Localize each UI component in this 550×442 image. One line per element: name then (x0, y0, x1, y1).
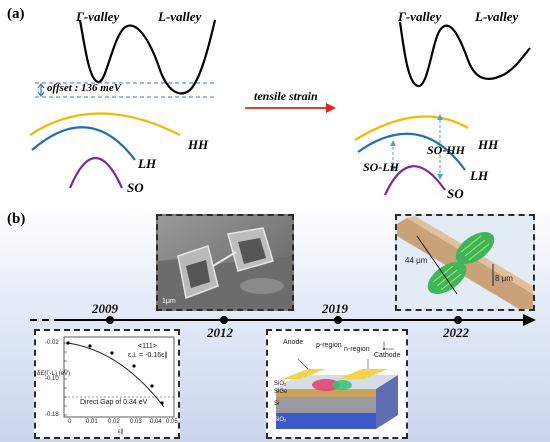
plot-x-tick-0: 0 (68, 419, 72, 425)
plot-y-tick-bottom: -0.18 (45, 412, 59, 418)
plot-annotation: <111> (138, 343, 157, 350)
bridge-inset-2022: 44 μm 8 μm (395, 214, 535, 311)
plot-x-tick-1: 0.01 (86, 419, 98, 425)
y-ticks (64, 342, 67, 416)
panel-b-label: (b) (7, 211, 26, 227)
plot-direct-gap-label: Direct Gap of 0.34 eV (80, 399, 148, 406)
plot-inset-2009: δE(Γ-L) (eV) <111> ε⊥ = -0.16ε∥ Direct G… (34, 329, 180, 439)
tensile-strain-label: tensile strain (254, 89, 318, 103)
right-l-valley-label: L-valley (475, 9, 519, 24)
right-so-curve (383, 165, 446, 196)
year-2019: 2019 (322, 301, 348, 316)
plot-x-tick-3: 0.03 (130, 419, 142, 425)
sem-scale-label: 1μm (162, 298, 176, 305)
plot-xlabel: ε∥ (118, 429, 124, 435)
device-si-label: Si (274, 401, 280, 407)
right-hh-label: HH (478, 137, 499, 152)
panel-a-label: (a) (7, 6, 25, 22)
left-lh-curve (31, 126, 136, 161)
delta-e-plot (63, 336, 175, 418)
sem-image (158, 216, 292, 309)
device-cathode-label: Cathode (374, 352, 401, 359)
tensile-strain-arrow (245, 103, 336, 113)
device-sige-label: SiGe (274, 389, 288, 395)
timeline-dot-2009 (106, 316, 114, 324)
year-2009: 2009 (92, 301, 118, 316)
bridge-width-label: 8 μm (495, 274, 513, 283)
timeline-dot-2012 (220, 316, 228, 324)
sem-inset-2012: 1μm (156, 214, 294, 311)
right-gamma-valley-label: Γ-valley (398, 9, 442, 24)
device-inset-2019: Anode p-region n-region Cathode SiO₂ SiG… (266, 329, 408, 439)
device-p-region-label: p-region (316, 342, 342, 349)
left-band-curves (29, 112, 181, 189)
year-2012: 2012 (207, 325, 233, 340)
plot-ylabel: δE(Γ-L) (eV) (37, 371, 70, 377)
plot-x-tick-5: 0.05 (166, 419, 178, 425)
plot-x-tick-4: 0.04 (150, 419, 162, 425)
left-so-curve (68, 157, 124, 189)
bridge-length-label: 44 μm (405, 256, 428, 265)
year-2022: 2022 (443, 325, 469, 340)
timeline-dot-2019 (334, 316, 342, 324)
left-l-valley-label: L-valley (158, 9, 202, 24)
delta-e-curve (67, 342, 165, 408)
so-hh-label: SO-HH (427, 143, 466, 157)
right-hh-curve (354, 115, 469, 141)
device-n-region-label: n-region (344, 346, 370, 353)
plot-relation: ε⊥ = -0.16ε∥ (128, 352, 168, 359)
device-sio2-top-label: SiO₂ (274, 381, 287, 387)
right-lh-label: LH (470, 168, 489, 183)
so-lh-label: SO-LH (363, 160, 399, 174)
right-lh-curve (357, 132, 466, 171)
right-valley-curve (398, 21, 531, 88)
device-sio2-bottom-label: SiO₂ (274, 417, 287, 423)
offset-lines (35, 82, 215, 98)
plot-y-tick-mid: -0.10 (45, 376, 59, 382)
device-image (268, 331, 406, 437)
left-hh-label: HH (188, 137, 209, 152)
plot-y-tick-top: -0.02 (45, 340, 59, 346)
timeline-dot-2022 (454, 316, 462, 324)
left-gamma-valley-label: Γ-valley (76, 9, 120, 24)
left-hh-curve (29, 112, 181, 136)
offset-label: offset : 136 meV (47, 82, 122, 94)
left-lh-label: LH (138, 156, 157, 171)
right-so-label: SO (447, 186, 464, 201)
device-anode-label: Anode (283, 339, 304, 346)
plot-x-tick-2: 0.02 (108, 419, 120, 425)
left-so-label: SO (127, 180, 144, 195)
left-valley-curve (78, 19, 217, 95)
right-band-curves (354, 114, 469, 196)
bridge-image (397, 216, 533, 309)
